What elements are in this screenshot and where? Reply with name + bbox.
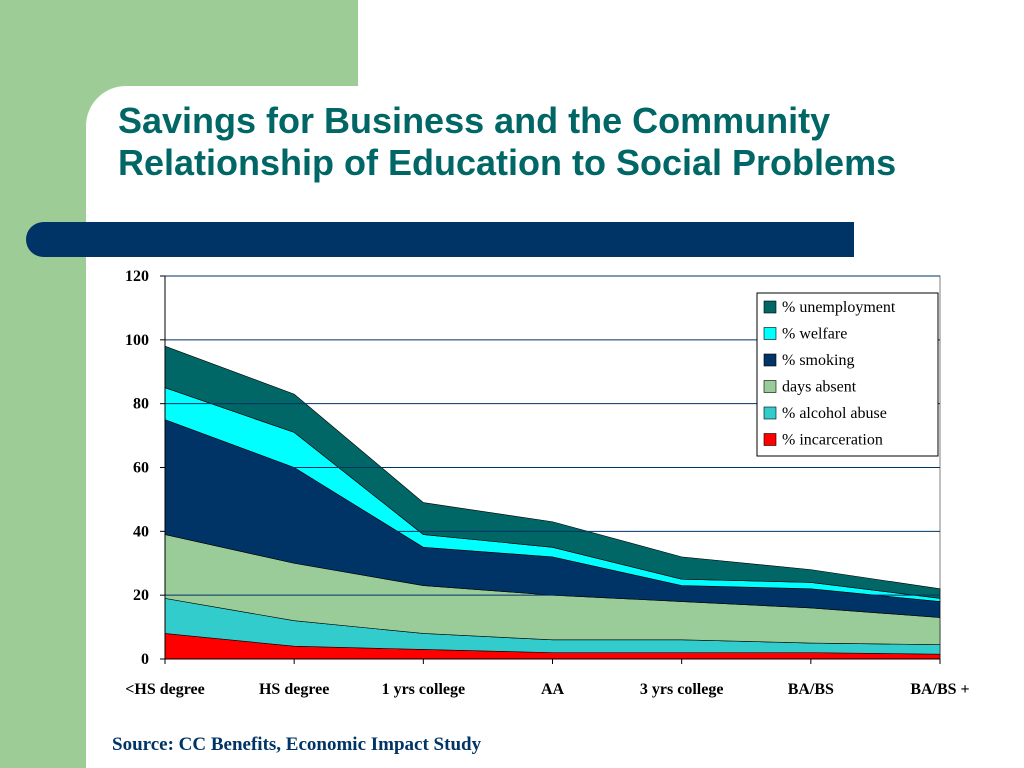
x-tick-label: <HS degree xyxy=(125,681,204,698)
x-tick-label: BA/BS xyxy=(788,681,834,698)
x-tick-label: HS degree xyxy=(259,681,329,698)
legend-swatch xyxy=(763,380,777,393)
legend-label: % alcohol abuse xyxy=(782,405,887,422)
legend-swatch xyxy=(763,327,777,340)
slide-title-line-1: Savings for Business and the Community xyxy=(118,100,831,141)
title-divider-bar xyxy=(26,222,854,257)
y-tick-label: 20 xyxy=(133,587,149,604)
x-tick-label: 1 yrs college xyxy=(382,681,466,698)
legend-swatch xyxy=(763,433,777,446)
x-tick-label: AA xyxy=(541,681,565,698)
legend-label: days absent xyxy=(782,379,857,396)
slide-title-line-2: Relationship of Education to Social Prob… xyxy=(118,142,897,183)
legend-swatch xyxy=(763,406,777,420)
chart-legend: % unemployment % welfare % smoking days abs… xyxy=(756,292,939,457)
y-tick-label: 40 xyxy=(133,523,149,540)
y-tick-label: 120 xyxy=(125,268,149,285)
y-tick-label: 100 xyxy=(125,332,149,349)
x-tick-label: 3 yrs college xyxy=(640,681,724,698)
area-unemployment xyxy=(164,345,941,599)
y-tick-label: 60 xyxy=(133,460,149,477)
legend-box xyxy=(756,292,939,457)
x-tick-label: BA/BS + xyxy=(910,681,969,698)
legend-label: % incarceration xyxy=(782,432,883,449)
legend-swatch xyxy=(763,300,777,314)
legend-label: % welfare xyxy=(782,326,847,343)
legend-swatch xyxy=(763,353,777,367)
legend-label: % unemployment xyxy=(782,299,896,316)
legend-label: % smoking xyxy=(782,352,854,369)
y-tick-label: 0 xyxy=(141,651,149,668)
slide-title: Savings for Business and the Community R… xyxy=(118,100,998,184)
source-citation: Source: CC Benefits, Economic Impact Stu… xyxy=(112,734,482,755)
y-tick-label: 80 xyxy=(133,396,149,413)
